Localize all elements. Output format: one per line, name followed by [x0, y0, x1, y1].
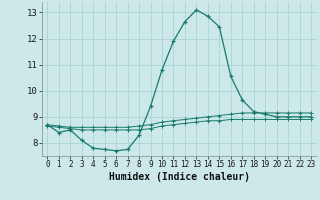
X-axis label: Humidex (Indice chaleur): Humidex (Indice chaleur): [109, 172, 250, 182]
